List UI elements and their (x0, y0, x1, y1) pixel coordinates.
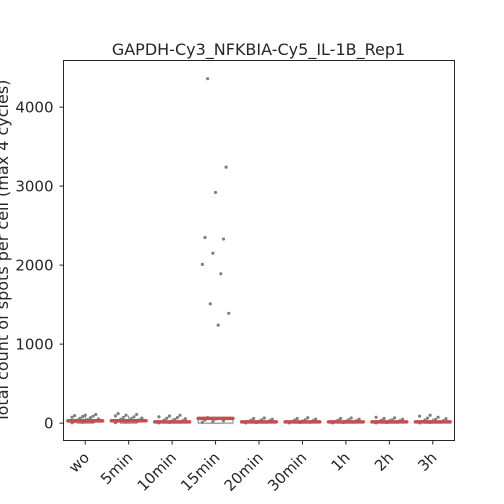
data-point (91, 414, 95, 418)
group-wo (66, 412, 105, 425)
x-tick-label: 30min (264, 449, 310, 495)
data-point (178, 413, 182, 417)
data-point (140, 416, 144, 420)
data-point (116, 412, 120, 416)
data-point (436, 415, 440, 419)
group-5min (109, 412, 148, 425)
group-20min (239, 416, 279, 425)
data-point (306, 416, 310, 420)
data-point (213, 190, 218, 195)
x-tick-label: wo (65, 449, 93, 477)
y-tick-label: 1000 (15, 336, 53, 354)
data-point (165, 416, 169, 420)
y-axis-label: Total count of spots per cell (max 4 cyc… (0, 80, 12, 424)
data-point (349, 416, 353, 420)
data-point (339, 416, 343, 421)
data-point (262, 416, 266, 420)
data-point (219, 272, 223, 276)
group-1h (326, 416, 366, 425)
data-point (252, 416, 256, 421)
data-point (200, 420, 204, 424)
data-point (70, 415, 74, 419)
x-tick-label: 20min (221, 449, 267, 495)
data-point (121, 415, 125, 420)
x-tick-label: 1h (328, 449, 354, 475)
y-tick-label: 4000 (15, 99, 53, 117)
data-point (200, 262, 204, 266)
y-tick-label: 2000 (15, 257, 53, 275)
group-30min (283, 416, 322, 425)
data-point (382, 416, 386, 421)
data-point (183, 417, 187, 421)
data-point (211, 251, 215, 255)
data-point (94, 412, 98, 417)
data-point (175, 415, 179, 420)
data-point (227, 311, 231, 315)
data-point (73, 414, 77, 418)
x-tick-label: 3h (414, 449, 440, 475)
x-tick-label: 15min (177, 449, 223, 495)
data-point (425, 416, 430, 420)
y-tick-label: 3000 (15, 178, 53, 196)
data-point (221, 237, 226, 241)
plot-marks (66, 77, 452, 425)
group-15min (196, 77, 235, 424)
data-point (270, 417, 274, 421)
group-3h (413, 413, 452, 425)
data-point (208, 302, 212, 306)
data-point (444, 417, 448, 421)
x-tick-label: 10min (134, 449, 180, 495)
data-point (157, 415, 161, 419)
y-tick-label: 0 (44, 415, 54, 433)
data-point (357, 417, 361, 421)
data-point (80, 415, 85, 419)
group-10min (152, 413, 192, 425)
data-point (393, 416, 397, 420)
data-point (314, 417, 318, 421)
data-point (83, 413, 87, 417)
group-2h (370, 415, 409, 425)
data-point (417, 414, 422, 418)
data-point (224, 165, 228, 169)
y-axis: 0 1000 2000 3000 4000 (15, 99, 64, 433)
data-point (132, 415, 136, 419)
data-point (134, 412, 139, 417)
data-point (206, 77, 210, 81)
data-point (203, 235, 207, 240)
data-point (211, 419, 215, 424)
data-point (88, 416, 93, 420)
data-point (295, 416, 299, 421)
data-point (374, 415, 378, 419)
data-point (113, 414, 118, 418)
data-point (428, 413, 432, 417)
data-point (216, 323, 220, 327)
data-point (124, 413, 128, 417)
data-point (167, 414, 172, 418)
data-point (400, 417, 405, 421)
chart-title: GAPDH-Cy3_NFKBIA-Cy5_IL-1B_Rep1 (112, 40, 405, 60)
plot-frame (63, 60, 455, 441)
x-tick-label: 2h (371, 449, 397, 475)
x-tick-label: 5min (97, 449, 136, 488)
